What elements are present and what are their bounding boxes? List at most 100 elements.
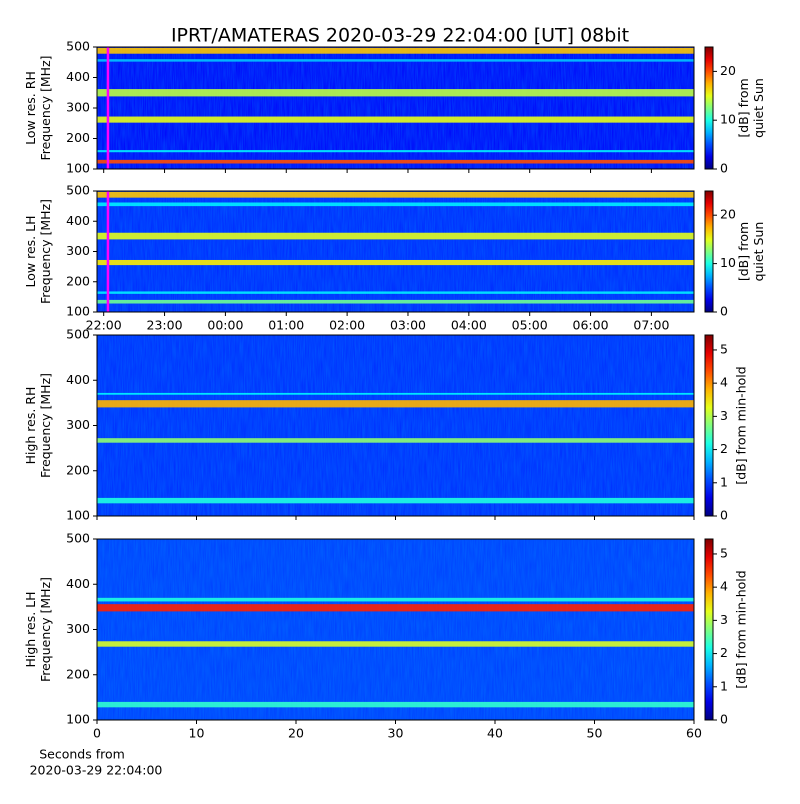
colorbar-tick-label: 10 — [720, 112, 736, 127]
y-tick-label: 500 — [66, 39, 90, 54]
colorbar-label: [dB] from — [736, 222, 751, 281]
colorbar-tick-label: 4 — [720, 375, 728, 390]
band — [97, 400, 694, 408]
band — [97, 299, 694, 304]
colorbar-tick-label: 5 — [720, 545, 728, 560]
x-tick-label: 0 — [93, 726, 101, 741]
band — [97, 89, 694, 97]
x-tick-label: 01:00 — [268, 318, 304, 333]
colorbar — [704, 538, 714, 721]
band — [97, 47, 694, 54]
x-tick-label: 10 — [189, 726, 205, 741]
y-tick-label: 200 — [66, 130, 90, 145]
colorbar-label: [dB] from — [736, 78, 751, 137]
band — [97, 159, 694, 164]
x-tick-label: 50 — [587, 726, 603, 741]
band — [97, 291, 694, 294]
x-tick-label: 22:00 — [86, 318, 122, 333]
y-tick-label: 200 — [66, 273, 90, 288]
x-axis-label: Seconds from — [39, 747, 125, 762]
texture — [97, 47, 694, 169]
colorbar-tick-label: 2 — [720, 441, 728, 456]
chart-title: IPRT/AMATERAS 2020-03-29 22:04:00 [UT] 0… — [171, 25, 629, 47]
colorbar-label: [dB] from min-hold — [734, 570, 749, 688]
y-tick-label: 500 — [66, 327, 90, 342]
colorbar-label: quiet Sun — [751, 78, 766, 138]
y-tick-label: 400 — [66, 213, 90, 228]
x-tick-label: 20 — [288, 726, 304, 741]
x-tick-label: 30 — [388, 726, 404, 741]
band — [97, 116, 694, 123]
colorbar-tick-label: 3 — [720, 408, 728, 423]
band — [97, 597, 694, 602]
x-tick-label: 05:00 — [512, 318, 548, 333]
y-axis-label: Frequency [MHz] — [38, 199, 53, 304]
band — [97, 202, 694, 207]
colorbar-label: [dB] from min-hold — [734, 366, 749, 484]
colorbar-tick-label: 10 — [720, 255, 736, 270]
colorbar-tick-label: 20 — [720, 207, 736, 222]
x-tick-label: 04:00 — [451, 318, 487, 333]
x-tick-label: 60 — [686, 726, 702, 741]
colorbar — [704, 190, 714, 313]
texture — [97, 335, 694, 516]
colorbar — [704, 334, 714, 517]
colorbar — [704, 46, 714, 170]
y-tick-label: 100 — [66, 161, 90, 176]
y-tick-label: 500 — [66, 531, 90, 546]
x-tick-label: 06:00 — [573, 318, 609, 333]
band — [97, 641, 694, 647]
y-axis-label: High res. RH — [23, 387, 38, 465]
colorbar-tick-label: 4 — [720, 579, 728, 594]
texture — [97, 539, 694, 720]
y-axis-label: Frequency [MHz] — [38, 373, 53, 478]
colorbar-tick-label: 0 — [720, 508, 728, 523]
colorbar-tick-label: 0 — [720, 712, 728, 727]
colorbar-tick-label: 0 — [720, 161, 728, 176]
band — [97, 232, 694, 240]
y-axis-label: High res. LH — [23, 591, 38, 667]
x-tick-label: 03:00 — [390, 318, 426, 333]
y-tick-label: 500 — [66, 183, 90, 198]
y-tick-label: 300 — [66, 100, 90, 115]
colorbar-tick-label: 3 — [720, 612, 728, 627]
y-tick-label: 400 — [66, 69, 90, 84]
x-axis-label: 2020-03-29 22:04:00 — [30, 763, 163, 778]
colorbar-tick-label: 5 — [720, 341, 728, 356]
band — [97, 150, 694, 153]
band — [97, 438, 694, 443]
x-tick-label: 00:00 — [207, 318, 243, 333]
y-axis-label: Frequency [MHz] — [38, 577, 53, 682]
y-tick-label: 300 — [66, 417, 90, 432]
y-tick-label: 400 — [66, 576, 90, 591]
y-tick-label: 100 — [66, 712, 90, 727]
y-tick-label: 300 — [66, 243, 90, 258]
band — [97, 701, 694, 708]
x-tick-label: 23:00 — [147, 318, 183, 333]
y-tick-label: 100 — [66, 508, 90, 523]
y-tick-label: 200 — [66, 666, 90, 681]
x-tick-label: 07:00 — [633, 318, 669, 333]
y-tick-label: 400 — [66, 372, 90, 387]
colorbar-tick-label: 1 — [720, 678, 728, 693]
x-tick-label: 02:00 — [329, 318, 365, 333]
band — [97, 497, 694, 504]
colorbar-tick-label: 1 — [720, 474, 728, 489]
y-tick-label: 200 — [66, 462, 90, 477]
band — [97, 191, 694, 198]
y-tick-label: 300 — [66, 621, 90, 636]
y-axis-label: Frequency [MHz] — [38, 55, 53, 160]
band — [97, 604, 694, 612]
colorbar-label: quiet Sun — [751, 222, 766, 282]
x-tick-label: 40 — [487, 726, 503, 741]
band — [97, 59, 694, 62]
band — [97, 259, 694, 266]
colorbar-tick-label: 20 — [720, 63, 736, 78]
y-axis-label: Low res. RH — [23, 71, 38, 145]
y-axis-label: Low res. LH — [23, 216, 38, 288]
colorbar-tick-label: 0 — [720, 304, 728, 319]
colorbar-tick-label: 2 — [720, 645, 728, 660]
y-tick-label: 100 — [66, 304, 90, 319]
band — [97, 392, 694, 395]
